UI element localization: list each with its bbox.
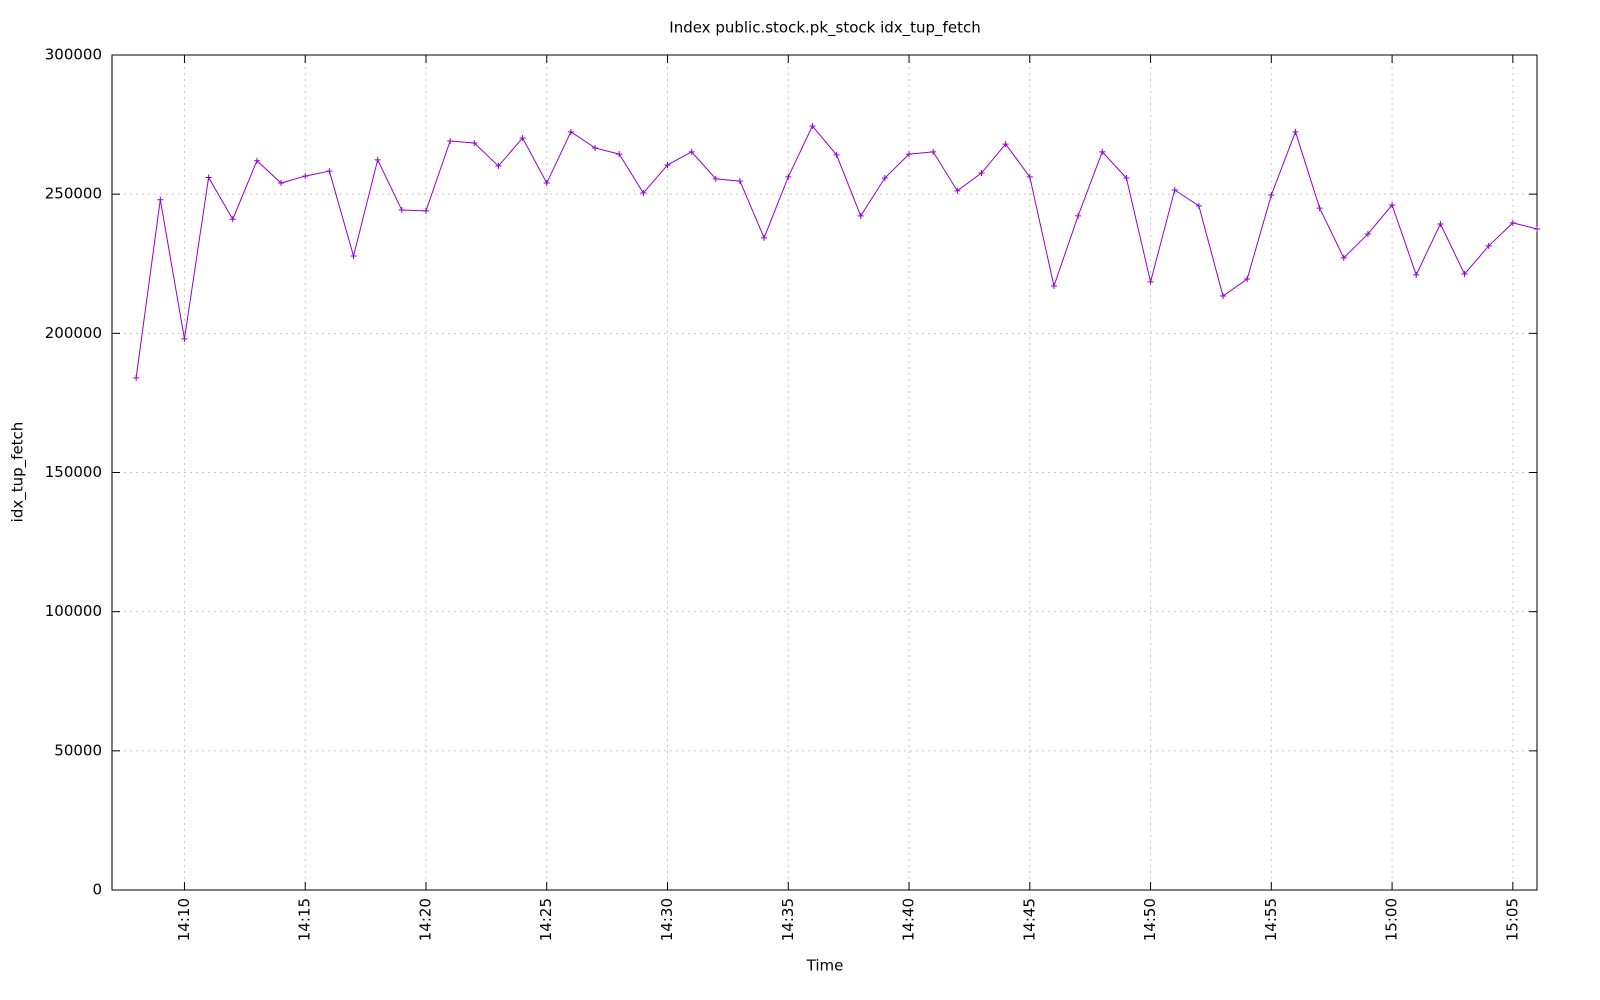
point-marker <box>350 252 357 259</box>
point-marker <box>1244 276 1251 283</box>
point-marker <box>978 170 985 177</box>
point-marker <box>954 187 961 194</box>
point-marker <box>181 335 188 342</box>
point-marker <box>1413 271 1420 278</box>
x-tick-label: 15:00 <box>1383 898 1401 941</box>
y-tick-label: 0 <box>92 881 102 899</box>
point-marker <box>1075 212 1082 219</box>
point-marker <box>1220 293 1227 300</box>
point-marker <box>1026 173 1033 180</box>
point-marker <box>229 216 236 223</box>
y-tick-label: 100000 <box>45 602 102 620</box>
point-marker <box>592 144 599 151</box>
point-marker <box>471 139 478 146</box>
x-tick-label: 14:50 <box>1141 898 1159 941</box>
point-marker <box>688 148 695 155</box>
y-tick-label: 150000 <box>45 463 102 481</box>
chart-title: Index public.stock.pk_stock idx_tup_fetc… <box>669 19 980 38</box>
x-axis-label: Time <box>806 957 844 975</box>
x-tick-label: 14:10 <box>175 898 193 941</box>
y-tick-label: 50000 <box>54 741 102 759</box>
point-marker <box>278 180 285 187</box>
x-tick-label: 14:30 <box>658 898 676 941</box>
point-marker <box>326 168 333 175</box>
point-marker <box>761 234 768 241</box>
point-marker <box>519 134 526 141</box>
point-marker <box>422 207 429 214</box>
point-marker <box>1534 225 1540 232</box>
x-tick-label: 14:20 <box>416 898 434 941</box>
point-marker <box>616 151 623 158</box>
y-tick-label: 250000 <box>45 185 102 203</box>
point-marker <box>157 196 164 203</box>
point-marker <box>906 151 913 158</box>
x-tick-label: 14:15 <box>296 898 314 941</box>
point-marker <box>1147 278 1154 285</box>
point-marker <box>543 180 550 187</box>
x-tick-label: 15:05 <box>1503 898 1521 941</box>
point-marker <box>833 151 840 158</box>
x-tick-label: 14:25 <box>537 898 555 941</box>
point-marker <box>1099 148 1106 155</box>
x-tick-label: 14:45 <box>1020 898 1038 941</box>
point-marker <box>1364 230 1371 237</box>
point-marker <box>809 122 816 129</box>
point-marker <box>930 148 937 155</box>
x-tick-label: 14:35 <box>779 898 797 941</box>
point-marker <box>1509 219 1516 226</box>
point-marker <box>1292 128 1299 135</box>
point-marker <box>1002 141 1009 148</box>
point-marker <box>712 175 719 182</box>
point-marker <box>1123 175 1130 182</box>
point-marker <box>785 173 792 180</box>
point-marker <box>1316 205 1323 212</box>
y-tick-label: 300000 <box>45 46 102 64</box>
point-marker <box>736 178 743 185</box>
y-tick-label: 200000 <box>45 324 102 342</box>
series-line <box>135 125 1538 378</box>
point-marker <box>1050 283 1057 290</box>
x-tick-label: 14:55 <box>1262 898 1280 941</box>
point-marker <box>205 174 212 181</box>
point-marker <box>857 212 864 219</box>
point-marker <box>447 138 454 145</box>
x-tick-label: 14:40 <box>900 898 918 941</box>
point-marker <box>640 190 647 197</box>
point-marker <box>1195 202 1202 209</box>
point-marker <box>1340 254 1347 261</box>
point-marker <box>664 161 671 168</box>
point-marker <box>1437 220 1444 227</box>
plot-frame <box>111 54 1538 891</box>
point-marker <box>495 163 502 170</box>
point-marker <box>374 156 381 163</box>
point-marker <box>881 175 888 182</box>
point-marker <box>302 173 309 180</box>
point-marker <box>398 207 405 214</box>
point-marker <box>1268 192 1275 199</box>
point-marker <box>133 374 140 381</box>
point-marker <box>567 128 574 135</box>
point-marker <box>1485 242 1492 249</box>
point-marker <box>1171 186 1178 193</box>
point-marker <box>253 157 260 164</box>
point-marker <box>1389 202 1396 209</box>
y-axis-label: idx_tup_fetch <box>9 422 28 523</box>
point-marker <box>1461 271 1468 278</box>
